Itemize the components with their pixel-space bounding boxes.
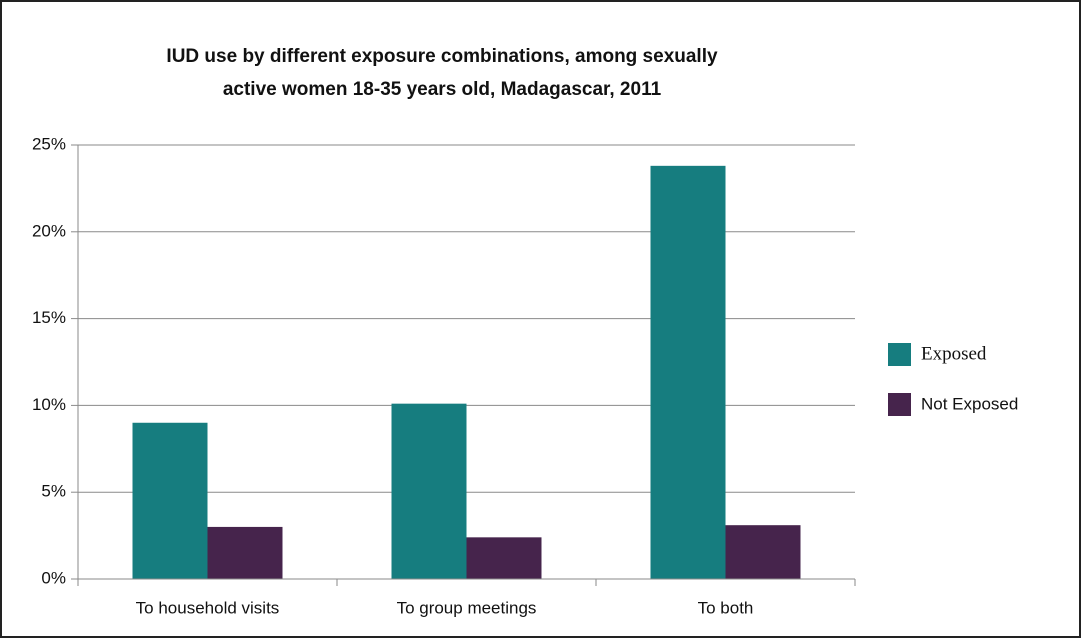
y-tick-label: 10% <box>32 395 66 414</box>
chart-title: IUD use by different exposure combinatio… <box>166 46 718 67</box>
x-tick-label: To group meetings <box>397 598 537 617</box>
x-tick-label: To household visits <box>136 598 280 617</box>
bar <box>207 526 283 579</box>
y-tick-label: 15% <box>32 308 66 327</box>
legend-swatch <box>888 393 911 416</box>
y-tick-label: 0% <box>41 568 66 587</box>
legend-label: Exposed <box>921 343 987 364</box>
bar <box>132 422 208 579</box>
legend-swatch <box>888 343 911 366</box>
y-tick-label: 25% <box>32 134 66 153</box>
bar <box>650 165 726 579</box>
y-tick-label: 20% <box>32 221 66 240</box>
bar <box>725 525 801 579</box>
y-tick-label: 5% <box>41 482 66 501</box>
bar <box>391 403 467 579</box>
x-tick-label: To both <box>698 598 754 617</box>
chart-title: active women 18-35 years old, Madagascar… <box>223 79 662 100</box>
legend-label: Not Exposed <box>921 394 1018 413</box>
bar <box>466 537 542 579</box>
